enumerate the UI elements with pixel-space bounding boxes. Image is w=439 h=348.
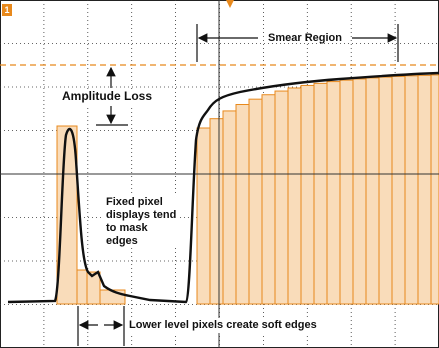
pixel-bar [405, 76, 418, 304]
fixed-pixel-line: edges [106, 235, 138, 247]
pixel-bar [379, 77, 392, 304]
channel-label: 1 [4, 5, 9, 15]
pixel-bar [275, 91, 288, 304]
fixed-pixel-line: Fixed pixel [106, 196, 163, 208]
pixel-bar [87, 272, 100, 304]
fixed-pixel-line: to mask [106, 222, 148, 234]
pixel-bar [197, 128, 210, 304]
pixel-bar [77, 270, 87, 304]
amplitude-label: Amplitude Loss [62, 89, 152, 103]
pixel-bar [353, 79, 366, 304]
pixel-bar [301, 85, 314, 304]
scope-screen: 1 Smear Region Amplitude Loss Fixed pixe… [0, 0, 439, 348]
smear-label: Smear Region [268, 32, 342, 44]
pixel-bar [314, 83, 327, 304]
pixel-bar [210, 119, 223, 304]
soft-edge-label: Lower level pixels create soft edges [129, 319, 317, 331]
fixed-pixel-line: displays tend [106, 209, 176, 221]
pixel-bar [223, 111, 236, 304]
pixel-bar [236, 105, 249, 304]
pixel-bar [262, 95, 275, 304]
pixel-bar [418, 75, 431, 304]
pixel-bar [392, 76, 405, 304]
pixel-bar [288, 88, 301, 304]
pixel-bar [57, 126, 77, 304]
pixel-bar [431, 75, 439, 304]
pixel-bar [327, 82, 340, 304]
pixel-bar [366, 78, 379, 304]
pixel-bar [249, 99, 262, 304]
pixel-bar [340, 80, 353, 304]
